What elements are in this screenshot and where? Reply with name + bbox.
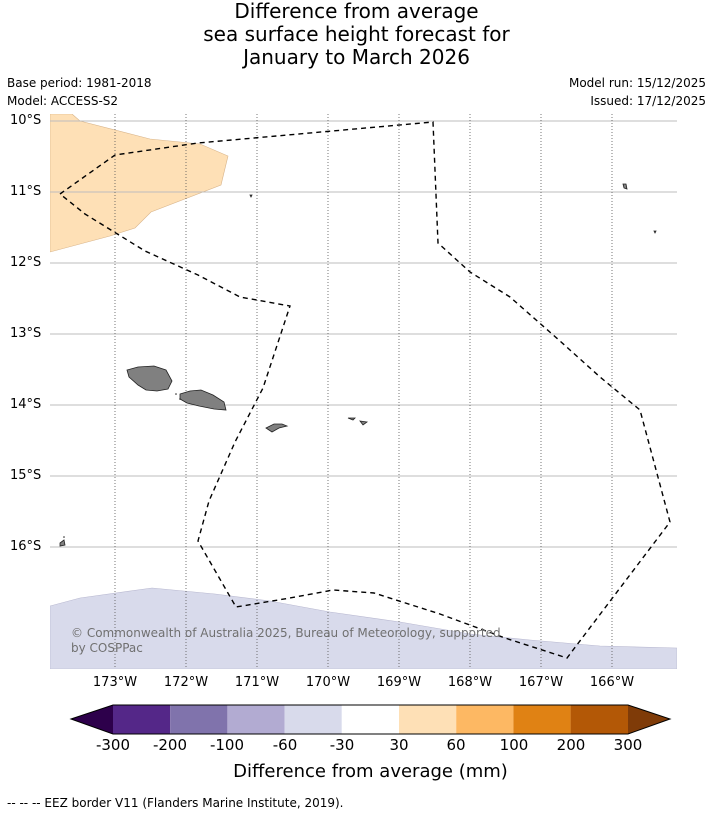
lon-label-167w: 167°W — [518, 675, 564, 690]
lat-label-14s: 14°S — [10, 397, 42, 412]
colorbar-label-minus-60: -60 — [272, 736, 298, 754]
title-line-3: January to March 2026 — [243, 45, 470, 69]
lon-label-168w: 168°W — [447, 675, 493, 690]
map-title: Difference from average sea surface heig… — [0, 0, 713, 69]
anomaly-region-negative — [50, 587, 677, 669]
lat-label-10s: 10°S — [10, 113, 42, 128]
colorbar-label-200: 200 — [556, 736, 586, 754]
colorbar-label-300: 300 — [613, 736, 643, 754]
northeast-islet-2 — [653, 230, 657, 234]
copyright-line-1: © Commonwealth of Australia 2025, Bureau… — [71, 626, 501, 640]
longitude-gridlines — [114, 114, 613, 669]
colorbar-segment-2 — [170, 705, 228, 734]
copyright-notice: © Commonwealth of Australia 2025, Bureau… — [71, 626, 501, 656]
lon-label-170w: 170°W — [305, 675, 351, 690]
southwest-islet — [59, 539, 66, 547]
colorbar-outline — [69, 704, 672, 735]
lon-label-173w: 173°W — [92, 675, 138, 690]
islet-dot-1 — [175, 393, 177, 395]
model-name: Model: ACCESS-S2 — [7, 94, 119, 108]
colorbar-segment-5 — [341, 705, 399, 734]
model-run: Model run: 15/12/2025 — [568, 76, 706, 90]
colorbar-segment-1 — [113, 705, 171, 734]
lat-label-12s: 12°S — [10, 255, 42, 270]
meta-right: Model run: 15/12/2025 Issued: 17/12/2025 — [569, 74, 706, 110]
title-line-2: sea surface height forecast for — [203, 22, 510, 46]
eez-footnote: -- -- -- EEZ border V11 (Flanders Marine… — [7, 796, 344, 810]
colorbar-label-minus-100: -100 — [209, 736, 245, 754]
latitude-gridlines — [50, 120, 677, 548]
base-period: Base period: 1981-2018 — [7, 76, 152, 90]
lon-label-166w: 166°W — [589, 675, 635, 690]
copyright-line-2: by COSPPac — [71, 641, 143, 655]
colorbar-label-100: 100 — [499, 736, 529, 754]
colorbar-label-30: 30 — [389, 736, 409, 754]
lon-label-171w: 171°W — [234, 675, 280, 690]
lat-label-15s: 15°S — [10, 468, 42, 483]
meta-left: Base period: 1981-2018 Model: ACCESS-S2 — [7, 74, 152, 110]
upolu-island — [179, 389, 227, 411]
manua-island-1 — [347, 417, 356, 421]
savaii-island — [126, 365, 173, 392]
colorbar-title: Difference from average (mm) — [233, 761, 508, 782]
colorbar-segment-8 — [513, 705, 571, 734]
lat-label-16s: 16°S — [10, 539, 42, 554]
colorbar-extend-high — [628, 705, 670, 734]
lat-label-11s: 11°S — [10, 184, 42, 199]
colorbar-extend-low — [71, 705, 113, 734]
manua-island-2 — [359, 420, 369, 426]
swains-island — [249, 194, 253, 198]
colorbar-segment-3 — [227, 705, 285, 734]
issued-date: Issued: 17/12/2025 — [590, 94, 706, 108]
colorbar-segment-9 — [570, 705, 628, 734]
colorbar — [69, 704, 672, 735]
colorbar-segment-4 — [284, 705, 342, 734]
islet-dot-2 — [179, 398, 181, 400]
colorbar-label-60: 60 — [446, 736, 466, 754]
lat-label-13s: 13°S — [10, 326, 42, 341]
colorbar-segment-7 — [456, 705, 514, 734]
title-line-1: Difference from average — [234, 0, 479, 23]
lon-label-172w: 172°W — [163, 675, 209, 690]
colorbar-label-minus-200: -200 — [152, 736, 188, 754]
eez-border — [58, 121, 671, 659]
lon-label-169w: 169°W — [376, 675, 422, 690]
colorbar-label-minus-300: -300 — [95, 736, 131, 754]
islet-dot-3 — [63, 536, 65, 538]
tutuila-island — [265, 423, 289, 433]
northeast-islet-1 — [622, 183, 628, 190]
colorbar-label-minus-30: -30 — [329, 736, 355, 754]
anomaly-region-positive — [50, 114, 229, 253]
colorbar-segment-6 — [399, 705, 457, 734]
